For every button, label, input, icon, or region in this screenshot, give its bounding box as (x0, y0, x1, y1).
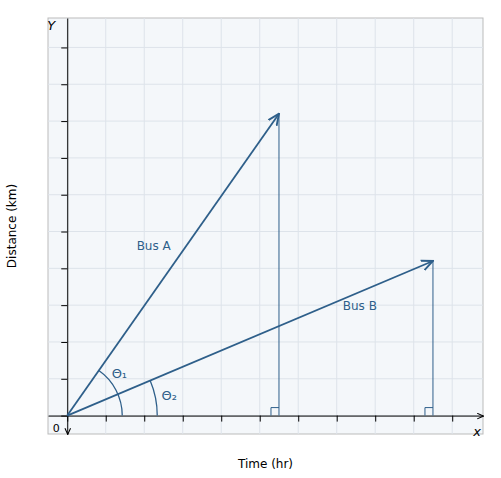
tick (183, 416, 184, 422)
grid-line (105, 18, 106, 434)
axis-letter: Y (47, 18, 56, 33)
tick-mark (61, 379, 67, 380)
tick-mark (61, 84, 67, 85)
grid-line (48, 231, 483, 232)
grid-line (452, 18, 453, 434)
plot-frame (48, 18, 483, 434)
y-axis (61, 19, 68, 435)
tick (61, 416, 67, 417)
x-axis-title: Time (hr) (237, 457, 293, 471)
tick (61, 47, 67, 48)
tick-mark (106, 416, 107, 422)
grid-line (48, 84, 483, 85)
tick-mark (61, 158, 67, 159)
tick (414, 416, 415, 422)
tick-mark (61, 268, 67, 269)
tick (144, 416, 145, 422)
tick (298, 416, 299, 422)
drop-line (432, 261, 433, 416)
tick (61, 84, 67, 85)
grid-line (298, 18, 299, 434)
x-axis (49, 416, 484, 422)
tick-mark (61, 342, 67, 343)
angle-label: Θ₁ (112, 366, 127, 381)
axis-line (49, 416, 484, 417)
tick-mark (298, 416, 299, 422)
tick (61, 195, 67, 196)
angle-label: Θ₂ (161, 388, 176, 403)
tick (375, 416, 376, 422)
tick (61, 158, 67, 159)
tick-mark (452, 416, 453, 422)
tick (61, 268, 67, 269)
origin-label: 0 (53, 422, 60, 435)
drop-line (278, 114, 279, 416)
labels: Bus A Bus B Θ₁ Θ₂ x Y 0 (47, 18, 481, 439)
tick (106, 416, 107, 422)
tick (61, 121, 67, 122)
plot-area (67, 114, 433, 416)
tick-mark (414, 416, 415, 422)
chart: Bus A Bus B Θ₁ Θ₂ x Y 0 Time (hr) Distance (km) (0, 0, 501, 478)
grid-line (48, 305, 483, 306)
grid-line (48, 157, 483, 158)
grid-line (336, 18, 337, 434)
tick (221, 416, 222, 422)
tick-mark (337, 416, 338, 422)
tick-mark (375, 416, 376, 422)
grid-line (144, 18, 145, 434)
axis-letter: x (472, 424, 481, 439)
tick-mark (61, 195, 67, 196)
grid-line (413, 18, 414, 434)
tick (61, 305, 67, 306)
series-label: Bus B (343, 299, 377, 313)
grid-line (259, 18, 260, 434)
grid-line (48, 341, 483, 342)
series-label: Bus A (137, 239, 172, 253)
grid-line (182, 18, 183, 434)
right-angle (271, 408, 279, 416)
grid-line (67, 18, 68, 434)
tick-mark (61, 121, 67, 122)
tick (337, 416, 338, 422)
right-angle (425, 408, 433, 416)
tick-mark (221, 416, 222, 422)
tick-mark (260, 416, 261, 422)
grid-line (48, 194, 483, 195)
grid-line (48, 415, 483, 416)
grid (48, 18, 483, 434)
tick (61, 232, 67, 233)
axis-line (67, 19, 68, 435)
series-line (67, 261, 433, 416)
angle-arc (150, 381, 157, 416)
tick-mark (183, 416, 184, 422)
tick-mark (144, 416, 145, 422)
tick-mark (61, 47, 67, 48)
grid-line (48, 121, 483, 122)
tick (260, 416, 261, 422)
grid-line (221, 18, 222, 434)
tick (61, 379, 67, 380)
tick (452, 416, 453, 422)
grid-line (48, 47, 483, 48)
tick (61, 342, 67, 343)
y-axis-title: Distance (km) (5, 184, 19, 268)
tick-mark (61, 232, 67, 233)
grid-line (375, 18, 376, 434)
tick-mark (61, 416, 67, 417)
tick-mark (61, 305, 67, 306)
